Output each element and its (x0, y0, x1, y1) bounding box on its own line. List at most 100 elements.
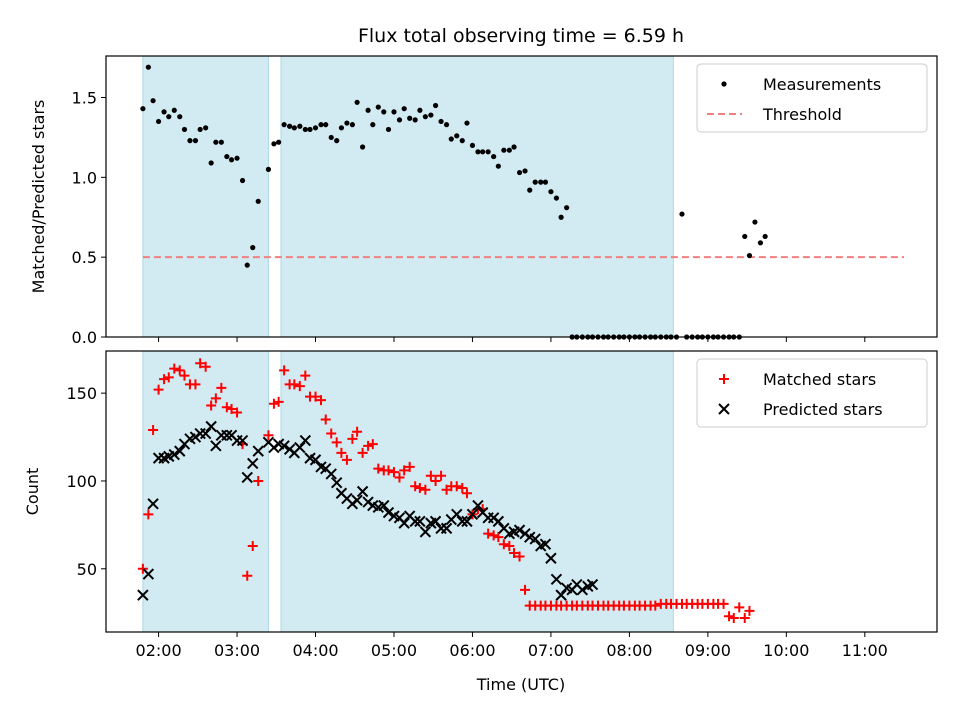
predicted-stars-point (378, 499, 390, 512)
x-tick-label: 05:00 (371, 641, 417, 660)
legend-box (696, 63, 928, 133)
matched-stars-point (373, 463, 384, 474)
measurement-point (192, 138, 199, 144)
matched-stars-point (436, 470, 447, 481)
measurement-point (762, 233, 768, 240)
measurement-point (495, 163, 501, 169)
measurement-point (396, 117, 403, 123)
matched-stars-point (739, 612, 750, 623)
predicted-stars-point (241, 471, 253, 484)
matched-stars-point (728, 612, 739, 623)
predicted-stars-point (451, 508, 463, 521)
matched-stars-point (650, 600, 661, 611)
y-tick-label: 150 (66, 384, 97, 403)
bottom-panel-counts: 50 100 150 02:00 03:00 04:00 05:00 06:00 07:00 08… (23, 350, 938, 660)
measurement-point (255, 198, 261, 204)
matched-stars-point (734, 602, 745, 613)
matched-stars-point (488, 530, 499, 541)
predicted-stars-point (294, 441, 306, 454)
measurement-point (271, 141, 277, 147)
measurement-point (532, 179, 538, 185)
measurement-point (480, 149, 486, 155)
matched-stars-point (289, 379, 300, 390)
predicted-stars-point (539, 538, 552, 550)
measurement-point (757, 240, 764, 246)
measurement-point (412, 117, 418, 123)
top-panel-ratio: 0.0 0.5 1.0 1.5 Matched/Predicted stars Measu… (29, 55, 938, 347)
matched-stars-point (414, 482, 425, 493)
matched-stars-point (367, 439, 378, 450)
matched-stars-point (316, 395, 327, 406)
matched-stars-point (498, 539, 509, 550)
matched-stars-point (399, 465, 410, 476)
measurement-point (155, 118, 162, 125)
predicted-stars-point (142, 568, 155, 580)
measurement-point (443, 122, 450, 128)
predicted-stars-point (545, 552, 557, 564)
measurement-point (218, 139, 224, 145)
measurement-point (359, 144, 366, 150)
predicted-stars-point (576, 584, 589, 596)
observing-interval-shade (280, 55, 674, 338)
x-tick-label: 08:00 (606, 641, 652, 660)
matched-stars-point (394, 472, 405, 483)
predicted-stars-point (147, 498, 159, 510)
y-axis-label: Matched/Predicted stars (29, 100, 48, 294)
measurement-point (506, 147, 512, 153)
measurement-point (752, 219, 758, 225)
x-axis-label: Time (UTC) (476, 675, 565, 694)
measurement-point (459, 138, 465, 144)
predicted-stars-point (309, 454, 322, 466)
matched-stars-point (179, 370, 190, 381)
measurement-point (228, 157, 235, 163)
x-tick-label: 04:00 (292, 641, 338, 660)
observing-interval-shade (280, 350, 674, 633)
measurement-point (291, 125, 297, 131)
matched-stars-point (357, 447, 368, 458)
legend-box (696, 358, 928, 428)
measurement-point (553, 195, 560, 201)
legend-label: Matched stars (763, 370, 876, 389)
matched-stars-point (200, 361, 211, 372)
y-tick-label: 50 (77, 560, 97, 579)
measurement-point (234, 155, 240, 161)
matched-stars-point (163, 372, 174, 383)
y-axis-label: Count (23, 468, 42, 516)
matched-stars-point (143, 509, 154, 520)
measurement-point (417, 107, 423, 113)
x-tick-label: 02:00 (136, 641, 182, 660)
matched-stars-point (279, 365, 290, 376)
measurement-point (161, 109, 167, 115)
matched-stars-point (210, 393, 221, 404)
x-tick-label: 03:00 (214, 641, 260, 660)
chart-title: Flux total observing time = 6.59 h (358, 25, 684, 47)
measurement-point (250, 244, 256, 251)
measurement-point (501, 147, 507, 153)
predicted-stars-point (330, 477, 343, 489)
measurement-point (516, 169, 523, 176)
measurement-point (558, 214, 564, 220)
predicted-stars-point (168, 448, 180, 461)
x-tick-label: 09:00 (685, 641, 731, 660)
measurement-point (354, 99, 360, 105)
predicted-stars-point (586, 578, 599, 591)
measurement-point (464, 120, 470, 126)
predicted-stars-point (529, 533, 541, 545)
measurement-point (349, 122, 355, 128)
predicted-stars-point (466, 508, 479, 521)
plot-frame (105, 55, 938, 338)
legend-marker-plus (719, 374, 729, 384)
measurement-point (312, 125, 319, 131)
matched-stars-point (461, 488, 472, 499)
matched-stars-point (320, 414, 331, 425)
matched-stars-point (294, 381, 305, 392)
measurement-point (438, 118, 444, 125)
matched-stars-point (404, 461, 415, 472)
measurement-point (428, 112, 434, 118)
predicted-stars-point (236, 434, 249, 447)
matched-stars-point (206, 400, 217, 411)
predicted-stars-point (398, 517, 410, 529)
matched-stars-point (509, 547, 520, 558)
matched-stars-point (216, 382, 227, 393)
matched-stars-point (383, 465, 394, 476)
